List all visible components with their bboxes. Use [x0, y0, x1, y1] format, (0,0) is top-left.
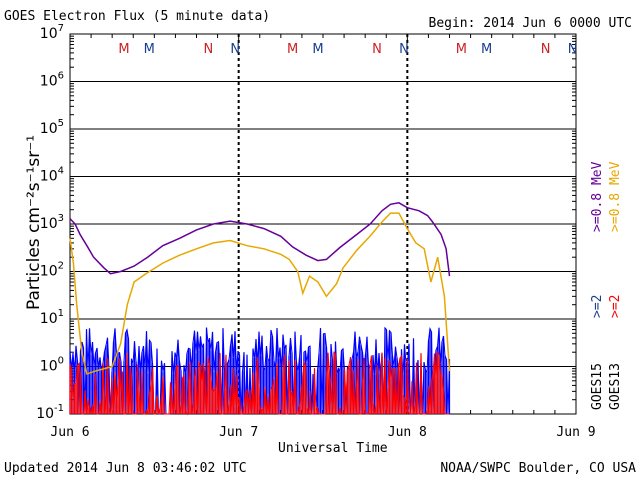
legend-ge08-goes13: >=0.8 MeV	[608, 161, 623, 232]
series-line	[69, 350, 450, 416]
y-tick-label: 107	[40, 23, 64, 42]
legend-ge08-goes15: >=0.8 MeV	[590, 161, 605, 232]
updated-timestamp: Updated 2014 Jun 8 03:46:02 UTC	[4, 461, 247, 476]
mode-marker: N	[230, 42, 240, 57]
mode-marker: N	[203, 42, 213, 57]
mode-marker: M	[481, 42, 492, 57]
mode-marker: M	[287, 42, 298, 57]
mode-marker: N	[568, 42, 578, 57]
y-tick-label: 101	[40, 308, 64, 327]
y-tick-label: 100	[40, 356, 64, 375]
series-line	[69, 212, 451, 375]
y-tick-label: 10-1	[36, 403, 64, 422]
legend-ge2-goes15: >=2	[590, 294, 605, 318]
x-tick-label: Jun 7	[219, 425, 258, 440]
y-tick-label: 106	[40, 71, 64, 90]
legend-goes15: GOES15	[590, 363, 605, 410]
legend-ge2-goes13: >=2	[608, 294, 623, 318]
credit-text: NOAA/SWPC Boulder, CO USA	[440, 461, 636, 476]
mode-marker: M	[118, 42, 129, 57]
begin-time: Begin: 2014 Jun 6 0000 UTC	[428, 16, 633, 31]
x-tick-label: Jun 6	[50, 425, 89, 440]
mode-marker: M	[144, 42, 155, 57]
series-line	[69, 202, 451, 277]
x-axis-label: Universal Time	[278, 441, 388, 456]
chart-title: GOES Electron Flux (5 minute data)	[4, 9, 271, 24]
mode-marker: M	[456, 42, 467, 57]
x-tick-label: Jun 9	[556, 425, 595, 440]
mode-marker: N	[399, 42, 409, 57]
legend-goes13: GOES13	[608, 363, 623, 410]
series-line	[69, 326, 450, 415]
y-axis-label: Particles cm⁻²s⁻¹sr⁻¹	[24, 134, 44, 310]
x-tick-label: Jun 8	[388, 425, 427, 440]
mode-marker: N	[541, 42, 551, 57]
series-spikes	[69, 351, 445, 414]
mode-marker: N	[372, 42, 382, 57]
mode-marker: M	[312, 42, 323, 57]
